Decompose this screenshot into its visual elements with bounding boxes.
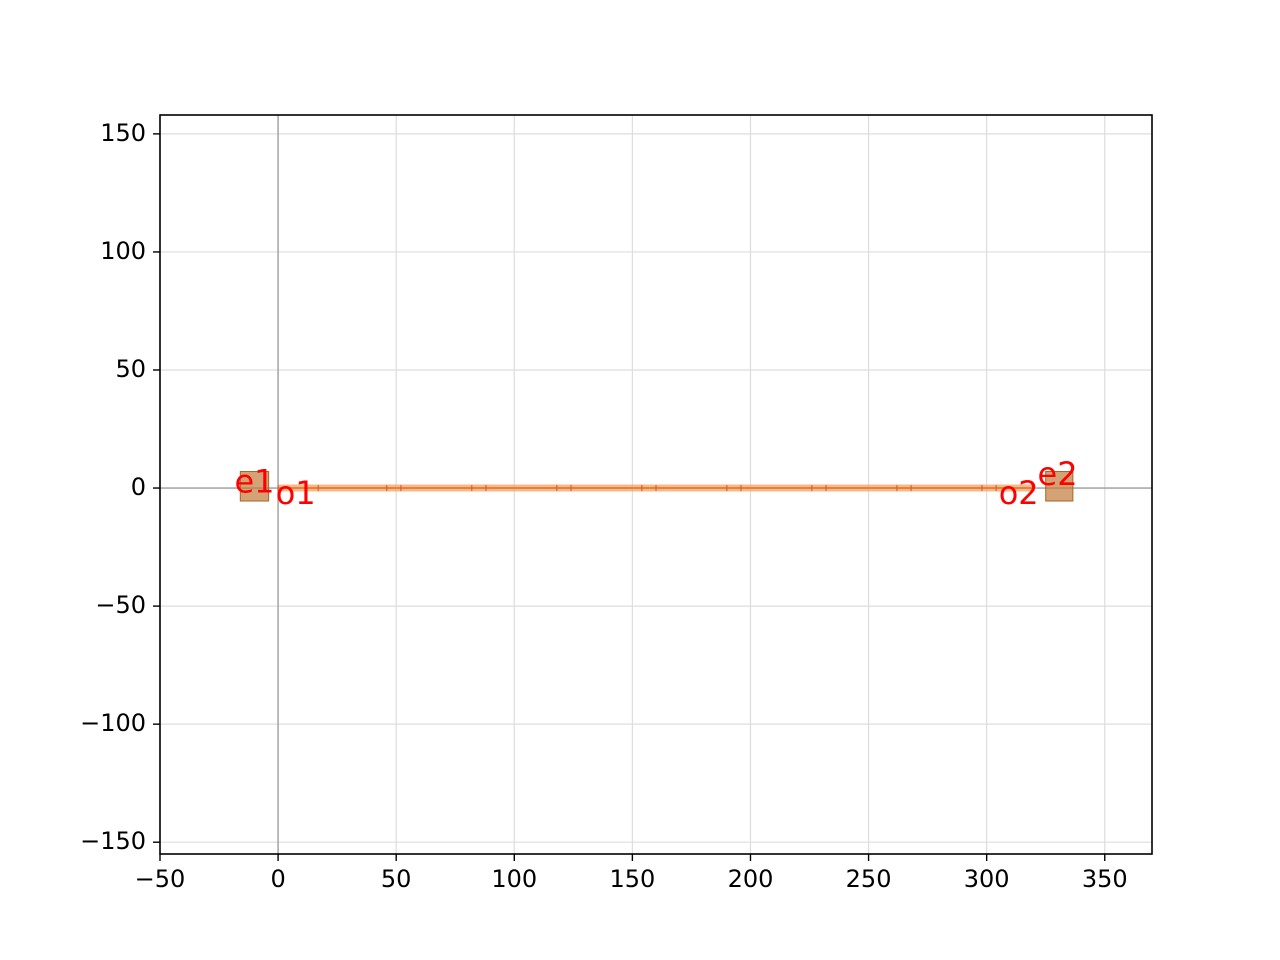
x-tick-label: 250 [846, 865, 892, 893]
x-tick-label: 150 [609, 865, 655, 893]
y-tick-label: −150 [80, 827, 146, 855]
x-tick-label: 0 [270, 865, 285, 893]
y-tick-label: −50 [95, 591, 146, 619]
port-label-e2: e2 [1038, 455, 1078, 493]
y-axis-ticks: −150 −100 −50 0 50 100 150 [80, 119, 160, 855]
x-tick-label: 300 [964, 865, 1010, 893]
plot-frame [159, 114, 1153, 855]
port-label-o1: o1 [276, 474, 316, 512]
x-tick-label: 50 [381, 865, 412, 893]
y-tick-label: −100 [80, 709, 146, 737]
port-label-e1: e1 [234, 462, 274, 500]
y-tick-label: 150 [100, 119, 146, 147]
y-tick-label: 0 [131, 473, 146, 501]
y-tick-label: 100 [100, 237, 146, 265]
right-pad [1045, 471, 1074, 502]
x-tick-label: 200 [728, 865, 774, 893]
left-pad [239, 471, 270, 502]
x-axis-ticks: −50 0 50 100 150 200 250 300 350 [135, 854, 1128, 893]
x-tick-label: −50 [135, 865, 186, 893]
x-tick-label: 350 [1082, 865, 1128, 893]
port-label-o2: o2 [999, 474, 1039, 512]
component-shapes [239, 471, 1074, 502]
y-tick-label: 50 [115, 355, 146, 383]
x-tick-label: 100 [491, 865, 537, 893]
